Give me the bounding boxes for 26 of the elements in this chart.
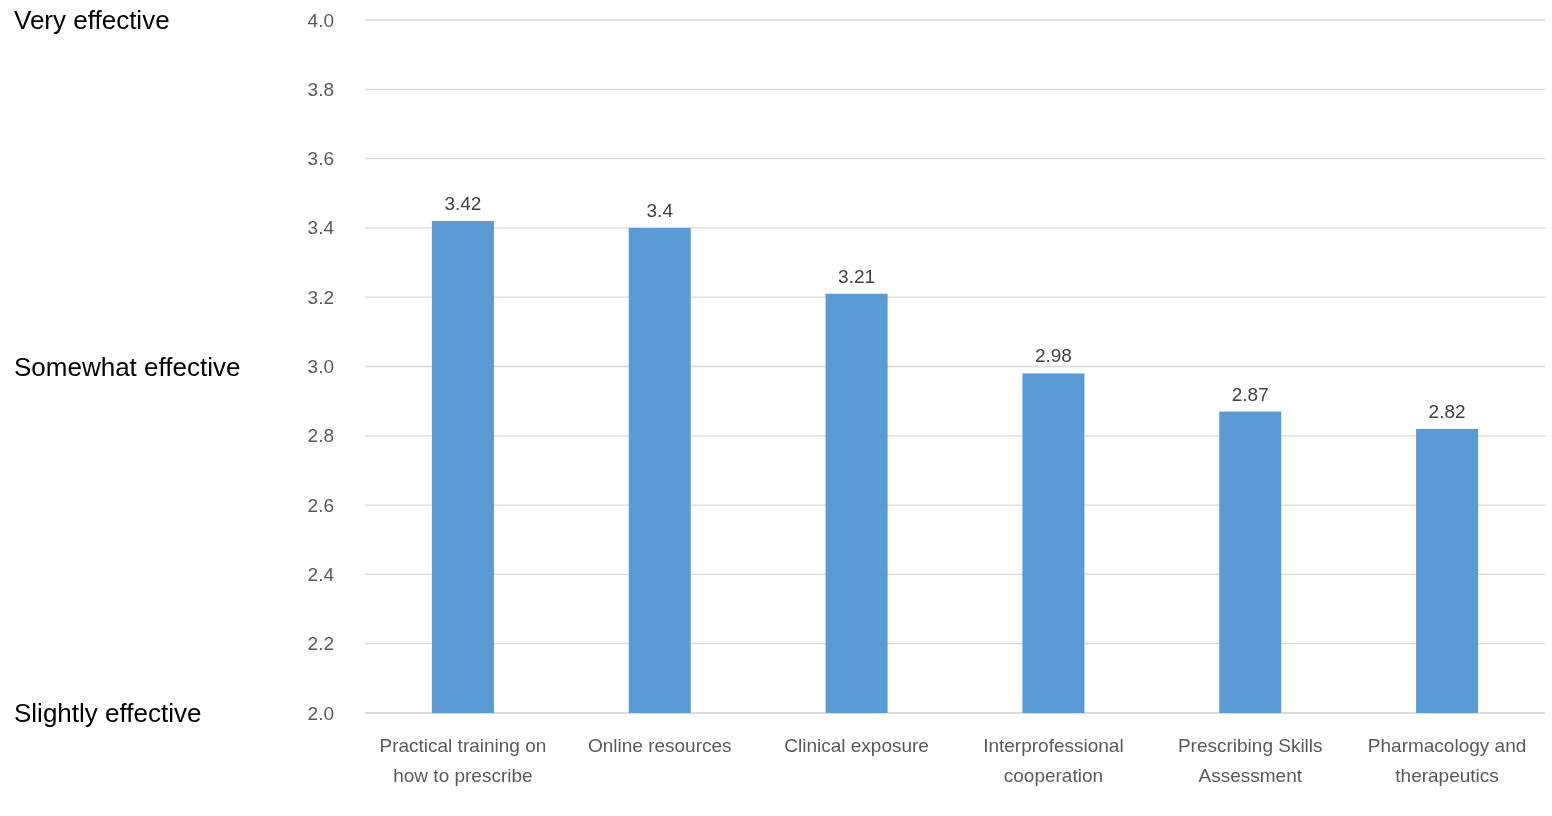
- y-tick-label: 3.0: [307, 356, 334, 378]
- y-tick-label: 2.4: [307, 563, 335, 585]
- y-tick-label: 3.8: [307, 78, 334, 100]
- data-label: 3.21: [838, 265, 876, 287]
- y-tick-label: 3.2: [307, 286, 334, 308]
- data-label: 2.82: [1428, 400, 1466, 422]
- y-tick-label: 2.2: [307, 633, 334, 655]
- data-label: 3.4: [646, 199, 674, 221]
- data-label: 2.87: [1231, 383, 1269, 405]
- y-tick-label: 3.4: [307, 217, 335, 239]
- y-tick-label: 2.0: [307, 702, 334, 724]
- text: Somewhat effective: [14, 351, 241, 382]
- data-label: 3.42: [444, 192, 482, 214]
- text: Slightly effective: [14, 698, 202, 729]
- x-tick-label: Interprofessional cooperation: [983, 735, 1124, 786]
- y-tick-label: 2.8: [307, 425, 334, 447]
- y-tick-label: 3.6: [307, 148, 334, 170]
- data-label: 2.98: [1034, 345, 1072, 367]
- x-tick-label: Clinical exposure: [784, 735, 929, 756]
- x-tick-label: Practical training on how to prescribe: [379, 735, 547, 786]
- x-tick-label: Prescribing Skills Assessment: [1177, 735, 1323, 786]
- x-tick-label: Pharmacology and therapeutics: [1367, 735, 1527, 786]
- y-tick-label: 4.0: [307, 9, 334, 31]
- text: Very effective: [14, 5, 170, 36]
- x-tick-label: Online resources: [587, 735, 732, 756]
- y-tick-label: 2.6: [307, 494, 334, 516]
